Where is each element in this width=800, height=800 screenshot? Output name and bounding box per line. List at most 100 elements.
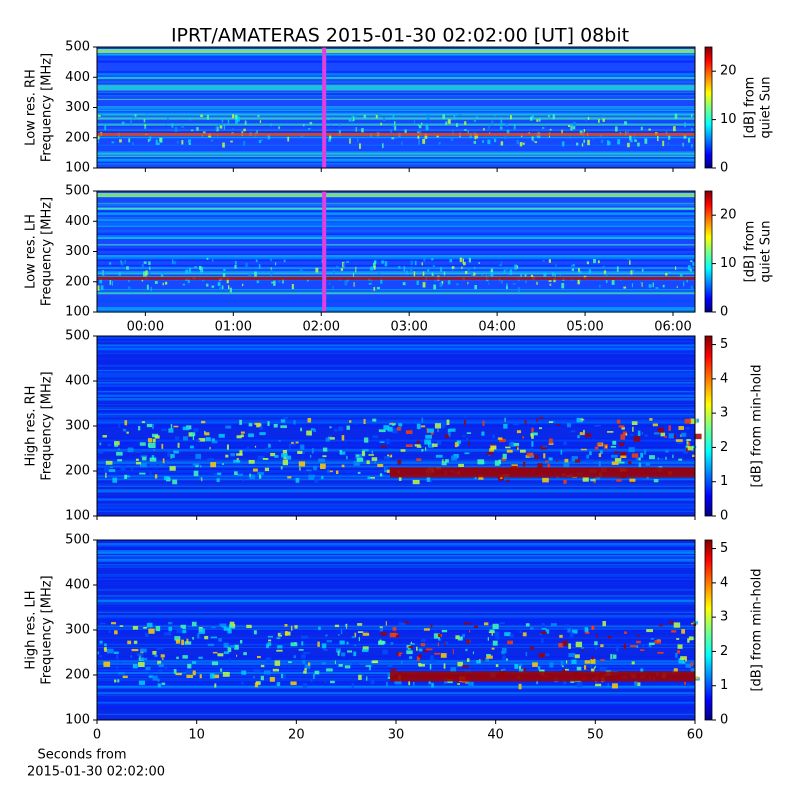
spectrogram-speckle xyxy=(149,463,157,467)
spectrogram-stripe xyxy=(97,202,695,204)
spectrogram-speckle xyxy=(373,286,376,291)
spectrogram-speckle xyxy=(283,417,288,420)
spectrogram-speckle xyxy=(260,664,265,668)
spectrogram-speckle xyxy=(541,622,545,628)
spectrogram-speckle xyxy=(357,631,364,633)
spectrogram-speckle xyxy=(215,125,218,130)
spectrogram-stripe xyxy=(97,115,695,118)
colorbar-tick-label: 0 xyxy=(720,305,728,320)
spectrogram-speckle xyxy=(488,274,491,279)
spectrogram-speckle xyxy=(509,442,511,446)
spectrogram-stripe xyxy=(97,397,695,401)
spectrogram-speckle xyxy=(522,632,527,637)
spectrogram-speckle xyxy=(374,460,376,464)
spectrogram-speckle xyxy=(650,638,655,640)
spectrogram-speckle xyxy=(668,433,674,439)
spectrogram-speckle xyxy=(379,627,383,632)
spectrogram-speckle xyxy=(667,142,670,145)
spectrogram-stripe xyxy=(97,226,695,228)
spectrogram-speckle xyxy=(277,645,283,649)
spectrogram-speckle xyxy=(623,643,627,649)
spectrogram-speckle xyxy=(586,454,590,459)
spectrogram-speckle xyxy=(206,257,209,260)
spectrogram-speckle xyxy=(641,432,643,435)
spectrogram-speckle xyxy=(430,623,433,628)
spectrogram-speckle xyxy=(488,124,490,129)
spectrogram-stripe xyxy=(97,95,695,97)
spectrogram-speckle xyxy=(211,258,214,262)
spectrogram-stripe xyxy=(97,204,695,206)
spectrogram-speckle xyxy=(151,423,154,430)
spectrogram-speckle xyxy=(573,121,576,127)
spectrogram-speckle xyxy=(620,455,627,459)
spectrogram-speckle xyxy=(370,278,372,282)
spectrogram-speckle xyxy=(662,284,665,288)
spectrogram-speckle xyxy=(329,134,332,140)
spectrogram-speckle xyxy=(655,287,659,289)
spectrogram-stripe xyxy=(97,72,695,75)
spectrogram-speckle xyxy=(370,679,375,685)
spectrogram-speckle xyxy=(383,117,386,122)
spectrogram-stripe xyxy=(97,273,695,276)
spectrogram-speckle xyxy=(618,425,625,428)
spectrogram-speckle xyxy=(558,643,564,648)
spectrogram-speckle xyxy=(652,282,654,288)
spectrogram-speckle xyxy=(500,279,503,284)
spectrogram-speckle xyxy=(235,114,238,120)
spectrogram-speckle xyxy=(207,643,214,646)
spectrogram-speckle xyxy=(230,140,233,143)
colorbar-label: [dB] from min-hold xyxy=(750,568,765,691)
spectrogram-speckle xyxy=(352,272,355,278)
spectrogram-speckle xyxy=(258,139,262,144)
spectrogram-speckle xyxy=(570,125,573,131)
spectrogram-speckle xyxy=(287,136,290,142)
spectrogram-speckle xyxy=(648,284,652,288)
y-tick-label: 200 xyxy=(65,274,90,289)
spectrogram-stripe xyxy=(97,550,695,553)
spectrogram-speckle xyxy=(205,437,211,442)
time-marker xyxy=(322,191,327,312)
spectrogram-speckle xyxy=(464,121,467,126)
spectrogram-speckle xyxy=(630,434,634,436)
spectrogram-speckle xyxy=(220,123,223,127)
spectrogram-speckle xyxy=(637,634,640,637)
spectrogram-stripe xyxy=(97,106,695,107)
spectrogram-speckle xyxy=(494,631,500,637)
spectrogram-speckle xyxy=(541,127,545,129)
spectrogram-speckle xyxy=(678,458,683,461)
colorbar-tick-label: 20 xyxy=(720,208,737,223)
spectrogram-stripe xyxy=(97,692,695,695)
spectrogram-speckle xyxy=(406,270,408,275)
spectrogram-stripe xyxy=(97,698,695,702)
spectrogram-speckle xyxy=(338,663,343,667)
spectrogram-stripe xyxy=(97,713,695,715)
spectrogram-speckle xyxy=(119,625,124,627)
spectrogram-speckle xyxy=(455,123,459,127)
spectrogram-speckle xyxy=(580,646,585,649)
spectrogram-speckle xyxy=(616,479,622,482)
spectrogram-speckle xyxy=(281,453,288,458)
spectrogram-speckle xyxy=(596,633,598,638)
spectrogram-speckle xyxy=(526,452,534,457)
spectrogram-speckle xyxy=(326,469,330,474)
spectrogram-speckle xyxy=(346,623,348,629)
spectrogram-speckle xyxy=(240,431,245,434)
spectrogram-speckle xyxy=(365,665,372,667)
spectrogram-stripe xyxy=(97,416,695,418)
spectrogram-speckle xyxy=(335,265,339,269)
spectrogram-speckle xyxy=(213,472,221,475)
spectrogram-speckle xyxy=(607,683,609,687)
spectrogram-speckle xyxy=(504,136,507,139)
spectrogram-speckle xyxy=(421,417,424,423)
spectrogram-speckle xyxy=(513,442,520,447)
spectrogram-stripe xyxy=(97,53,695,56)
spectrogram-stripe xyxy=(97,336,695,339)
y-axis-label: Low res. LH xyxy=(24,214,39,289)
spectrogram-speckle xyxy=(237,473,244,477)
spectrogram-speckle xyxy=(569,134,571,139)
spectrogram-speckle xyxy=(580,418,585,421)
spectrogram-speckle xyxy=(229,645,235,648)
spectrogram-speckle xyxy=(519,663,523,667)
spectrogram-speckle xyxy=(135,458,139,461)
spectrogram-speckle xyxy=(358,636,360,642)
